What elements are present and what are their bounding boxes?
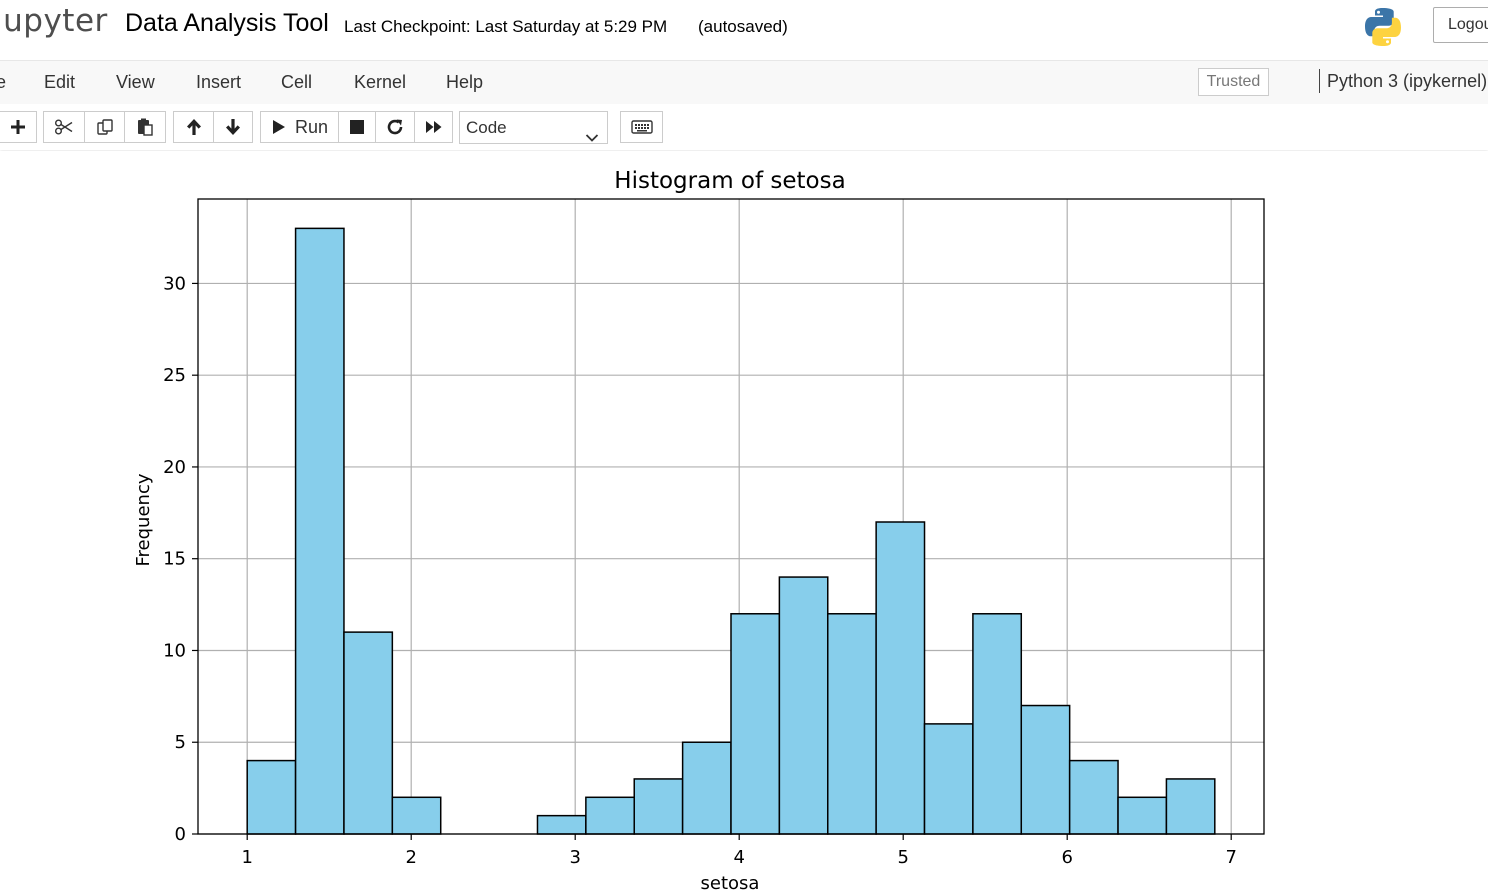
paste-button[interactable] — [124, 111, 166, 143]
arrow-down-icon — [225, 118, 241, 136]
notebook-title[interactable]: Data Analysis Tool — [125, 9, 329, 37]
y-tick-label: 10 — [163, 640, 186, 661]
histogram-bar — [1020, 704, 1071, 835]
y-tick-label: 20 — [163, 457, 186, 478]
run-button[interactable]: Run — [260, 111, 339, 143]
histogram-bar — [633, 778, 684, 835]
keyboard-icon — [630, 120, 653, 134]
kernel-indicator[interactable]: Python 3 (ipykernel) — [1319, 69, 1487, 93]
menu-kernel[interactable]: Kernel — [354, 72, 407, 92]
histogram-bar — [972, 613, 1023, 835]
y-tick-label: 25 — [163, 365, 186, 386]
copy-icon — [96, 118, 114, 136]
menu-cell[interactable]: Cell — [281, 72, 313, 92]
histogram-bar — [246, 759, 297, 835]
chart-ticks: 1 2 3 4 5 6 7 0 5 10 15 20 25 30 — [163, 273, 1237, 868]
restart-button[interactable] — [375, 111, 415, 143]
menu-help[interactable]: Help — [446, 72, 484, 92]
x-tick-label: 3 — [569, 847, 580, 868]
y-tick-label: 5 — [175, 732, 186, 753]
checkpoint-status: Last Checkpoint: Last Saturday at 5:29 P… — [344, 17, 668, 36]
histogram-bar — [536, 814, 587, 835]
menu-view[interactable]: View — [116, 72, 155, 92]
histogram-bar — [343, 631, 394, 835]
cell-output: 1 2 3 4 5 6 7 0 5 10 15 20 25 30 Histogram of setosa … — [0, 151, 1488, 895]
menubar: e Edit View Insert Cell Kernel Help Trus… — [0, 60, 1488, 105]
logout-button[interactable]: Logou — [1433, 7, 1488, 43]
x-tick-label: 2 — [405, 847, 416, 868]
y-tick-label: 30 — [163, 273, 186, 294]
paste-icon — [136, 118, 154, 136]
x-tick-label: 4 — [733, 847, 744, 868]
run-all-button[interactable] — [414, 111, 453, 143]
histogram-bar — [294, 227, 345, 835]
move-down-button[interactable] — [213, 111, 253, 143]
histogram-bar — [391, 796, 442, 835]
histogram-bar — [730, 613, 781, 835]
trusted-indicator[interactable]: Trusted — [1198, 68, 1269, 96]
play-icon — [272, 119, 286, 135]
histogram-bar — [681, 741, 732, 835]
menu-file[interactable]: e — [0, 72, 7, 92]
x-tick-label: 6 — [1061, 847, 1072, 868]
insert-cell-button[interactable] — [0, 111, 37, 143]
histogram-bar — [585, 796, 635, 835]
y-tick-label: 0 — [175, 824, 186, 845]
notebook-header: jupyter Data Analysis Tool Last Checkpoi… — [0, 0, 1488, 60]
move-up-button[interactable] — [173, 111, 214, 143]
chevron-down-icon — [585, 122, 599, 153]
y-axis-label: Frequency — [133, 473, 154, 566]
x-tick-label: 5 — [897, 847, 908, 868]
python-logo-icon — [1362, 6, 1404, 48]
histogram-bar — [1165, 778, 1216, 835]
chart-bars — [246, 227, 1216, 835]
jupyter-logo[interactable]: jupyter — [0, 3, 108, 39]
scissors-icon — [54, 119, 74, 135]
chart-title: Histogram of setosa — [614, 168, 845, 194]
cell-type-value: Code — [466, 118, 507, 137]
interrupt-button[interactable] — [338, 111, 376, 143]
restart-icon — [386, 118, 404, 136]
histogram-bar — [1068, 759, 1119, 835]
plot-area-frame — [197, 198, 1265, 835]
x-tick-label: 1 — [241, 847, 252, 868]
y-tick-label: 15 — [163, 549, 186, 570]
command-palette-button[interactable] — [620, 111, 663, 143]
cell-type-select[interactable]: Code — [459, 111, 608, 144]
histogram-bar — [875, 521, 926, 835]
histogram-bar — [827, 613, 877, 835]
arrow-up-icon — [186, 118, 202, 136]
plus-icon — [10, 119, 26, 135]
menu-edit[interactable]: Edit — [44, 72, 76, 92]
fast-forward-icon — [425, 119, 443, 135]
cut-button[interactable] — [43, 111, 85, 143]
histogram-bar — [778, 576, 829, 835]
histogram-bar — [923, 723, 974, 835]
copy-button[interactable] — [84, 111, 125, 143]
stop-icon — [350, 120, 364, 134]
autosave-status: (autosaved) — [698, 17, 788, 36]
notebook-toolbar: Run Code — [0, 104, 1488, 150]
x-axis-label: setosa — [701, 873, 760, 894]
histogram-bar — [1117, 796, 1168, 835]
menu-insert[interactable]: Insert — [196, 72, 242, 92]
run-label: Run — [295, 116, 329, 137]
x-tick-label: 7 — [1225, 847, 1236, 868]
